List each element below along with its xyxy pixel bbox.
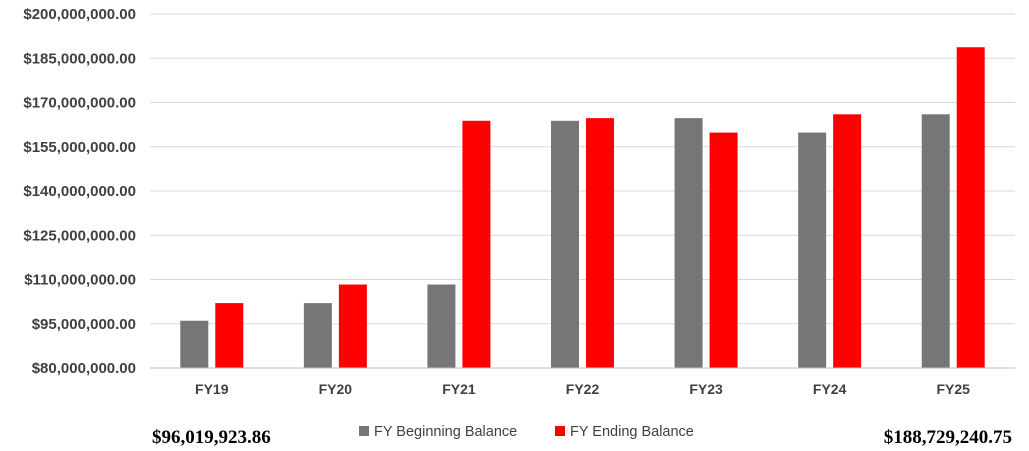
y-axis-tick-labels: $80,000,000.00 $95,000,000.00 $110,000,000… <box>23 6 136 377</box>
bar-ending-fy23 <box>709 132 738 368</box>
x-tick-label: FY24 <box>813 381 847 397</box>
legend-swatch-beginning-balance <box>359 426 369 436</box>
x-tick-label: FY21 <box>442 381 476 397</box>
legend-swatch-ending-balance <box>555 426 565 436</box>
bar-ending-fy22 <box>586 118 614 368</box>
y-tick-label: $200,000,000.00 <box>23 6 136 23</box>
y-tick-label: $155,000,000.00 <box>23 139 136 156</box>
y-tick-label: $170,000,000.00 <box>23 95 136 112</box>
bar-beginning-fy19 <box>180 320 209 368</box>
gridlines <box>150 13 1015 325</box>
y-tick-label: $110,000,000.00 <box>24 272 136 289</box>
x-tick-label: FY22 <box>566 381 600 397</box>
bar-ending-fy24 <box>833 114 862 368</box>
bar-ending-fy21 <box>462 120 491 368</box>
x-tick-label: FY23 <box>689 381 723 397</box>
bar-ending-fy19 <box>215 303 244 368</box>
y-tick-label: $185,000,000.00 <box>23 50 136 67</box>
bar-beginning-fy24 <box>798 132 827 368</box>
bar-series <box>180 47 985 368</box>
y-tick-label: $95,000,000.00 <box>32 316 136 333</box>
x-axis-category-labels: FY19 FY20 FY21 FY22 FY23 FY24 FY25 <box>195 381 970 397</box>
bar-beginning-fy23 <box>674 118 703 368</box>
bar-ending-fy20 <box>338 284 367 368</box>
x-tick-label: FY19 <box>195 381 229 397</box>
x-tick-label: FY25 <box>936 381 970 397</box>
bar-beginning-fy21 <box>427 284 456 368</box>
legend-label-ending-balance: FY Ending Balance <box>570 424 694 440</box>
bar-beginning-fy25 <box>921 114 950 368</box>
bar-ending-fy25 <box>956 47 985 368</box>
x-tick-label: FY20 <box>319 381 353 397</box>
starting-balance-annotation: $96,019,923.86 <box>152 427 271 448</box>
legend-label-beginning-balance: FY Beginning Balance <box>374 424 517 440</box>
y-tick-label: $125,000,000.00 <box>23 227 136 244</box>
bar-beginning-fy20 <box>303 303 332 368</box>
y-tick-label: $140,000,000.00 <box>23 183 136 200</box>
legend: FY Beginning Balance FY Ending Balance <box>359 424 694 440</box>
bar-beginning-fy22 <box>551 120 579 368</box>
y-tick-label: $80,000,000.00 <box>32 360 136 377</box>
ending-balance-annotation: $188,729,240.75 <box>884 427 1012 448</box>
